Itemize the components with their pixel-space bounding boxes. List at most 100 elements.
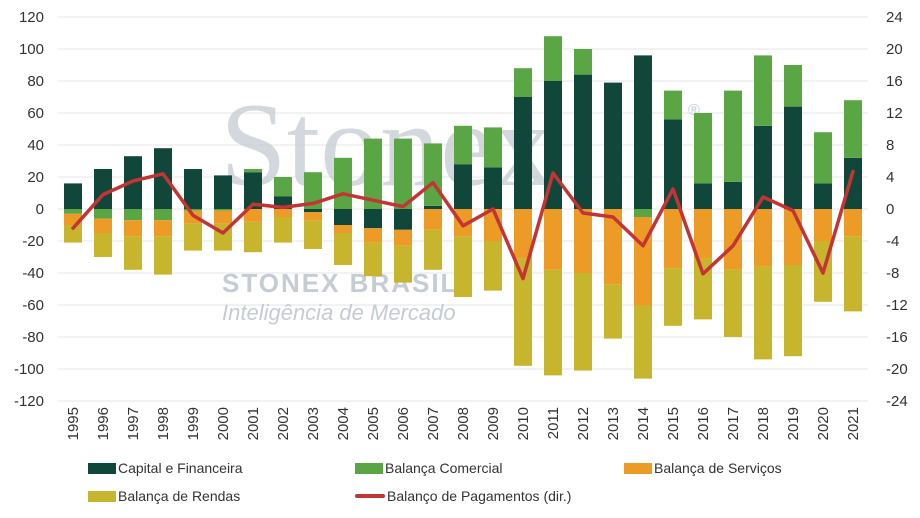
y-right-tick-label: 12 [886, 105, 903, 122]
bar-comercial [634, 209, 652, 217]
bar-rendas [64, 225, 82, 243]
legend-item-comercial: Balança Comercial [355, 460, 503, 476]
bar-rendas [574, 273, 592, 371]
bar-capital [304, 209, 322, 213]
bar-servicos [214, 210, 232, 224]
y-left-tick-label: -120 [14, 393, 44, 410]
legend-label-servicos: Balança de Serviços [654, 460, 782, 476]
bar-capital [514, 97, 532, 209]
bar-rendas [724, 269, 742, 337]
bar-rendas [484, 241, 502, 291]
bar-servicos [604, 209, 622, 285]
y-axis-right: 24 20 16 12 8 4 0 -4 -8 -12 -16 -20 -24 [886, 9, 908, 410]
bar-comercial [154, 209, 172, 221]
bar-comercial [514, 68, 532, 97]
y-right-tick-label: -8 [886, 265, 899, 282]
y-left-tick-label: 120 [19, 9, 44, 26]
bar-comercial [124, 209, 142, 221]
bar-comercial [664, 90, 682, 120]
bar-capital [604, 82, 622, 209]
watermark-logo: Stonex [220, 78, 553, 211]
x-tick-label: 2014 [635, 407, 652, 440]
bar-capital [214, 175, 232, 209]
x-tick-label: 1996 [95, 407, 112, 440]
legend-swatch-servicos [624, 462, 652, 474]
bar-rendas [334, 233, 352, 265]
bar-capital [754, 125, 772, 209]
y-right-tick-label: -24 [886, 393, 908, 410]
x-tick-label: 1998 [155, 407, 172, 440]
x-tick-label: 2002 [275, 407, 292, 440]
bar-comercial [484, 127, 502, 168]
bar-comercial [394, 138, 412, 209]
bar-rendas [754, 266, 772, 360]
y-left-tick-label: -100 [14, 361, 44, 378]
bar-servicos [64, 213, 82, 225]
x-tick-label: 2008 [455, 407, 472, 440]
bar-capital [394, 209, 412, 230]
bar-comercial [814, 132, 832, 184]
x-tick-label: 2020 [815, 407, 832, 440]
y-right-tick-label: 4 [886, 169, 894, 186]
x-tick-label: 1999 [185, 407, 202, 440]
bar-servicos [124, 220, 142, 237]
x-axis: 1995 1996 1997 1998 1999 2000 2001 2002 2003 2004… [65, 407, 862, 440]
y-right-tick-label: -12 [886, 297, 908, 314]
bar-capital [784, 106, 802, 209]
bar-rendas [424, 229, 442, 270]
y-left-tick-label: 40 [27, 137, 44, 154]
bar-comercial [94, 209, 112, 219]
bar-capital [334, 209, 352, 225]
bar-comercial [184, 209, 202, 211]
bar-servicos [844, 209, 862, 237]
bar-servicos [754, 209, 772, 267]
y-left-tick-label: -20 [22, 233, 44, 250]
bar-servicos [94, 218, 112, 233]
bar-capital [484, 167, 502, 209]
bar-rendas [544, 269, 562, 376]
bp-line-layer [71, 169, 855, 281]
bar-servicos [664, 209, 682, 269]
line-bp [71, 169, 855, 281]
x-tick-label: 2019 [785, 407, 802, 440]
bar-servicos [334, 225, 352, 233]
bar-comercial [724, 90, 742, 182]
bar-rendas [274, 217, 292, 243]
bar-comercial [244, 169, 262, 173]
bar-comercial [844, 100, 862, 158]
x-tick-label: 2012 [575, 407, 592, 440]
bar-servicos [784, 209, 802, 265]
bar-capital [424, 205, 442, 209]
bar-capital [634, 55, 652, 210]
bar-rendas [634, 305, 652, 379]
y-left-tick-label: -40 [22, 265, 44, 282]
bar-comercial [64, 209, 82, 214]
legend-label-capital: Capital e Financeira [118, 460, 243, 476]
bar-capital [364, 209, 382, 229]
bar-rendas [124, 236, 142, 270]
y-left-tick-label: -80 [22, 329, 44, 346]
y-left-tick-label: 60 [27, 105, 44, 122]
bar-comercial [784, 65, 802, 107]
bar-capital [694, 183, 712, 209]
bar-comercial [364, 138, 382, 209]
y-right-tick-label: 8 [886, 137, 894, 154]
y-left-tick-label: 100 [19, 41, 44, 58]
bar-servicos [364, 228, 382, 243]
y-right-tick-label: 0 [886, 201, 894, 218]
legend-swatch-capital [88, 462, 116, 474]
bar-capital [184, 169, 202, 209]
x-tick-label: 2018 [755, 407, 772, 440]
bar-rendas [154, 236, 172, 275]
x-tick-label: 2007 [425, 407, 442, 440]
x-tick-label: 2000 [215, 407, 232, 440]
bar-comercial [214, 209, 232, 211]
y-right-tick-label: 24 [886, 9, 903, 26]
y-right-tick-label: 20 [886, 41, 903, 58]
x-tick-label: 2011 [545, 407, 562, 439]
legend-swatch-rendas [88, 490, 116, 502]
bar-capital [454, 164, 472, 209]
bar-comercial [334, 157, 352, 209]
x-tick-label: 2015 [665, 407, 682, 440]
x-tick-label: 2003 [305, 407, 322, 440]
